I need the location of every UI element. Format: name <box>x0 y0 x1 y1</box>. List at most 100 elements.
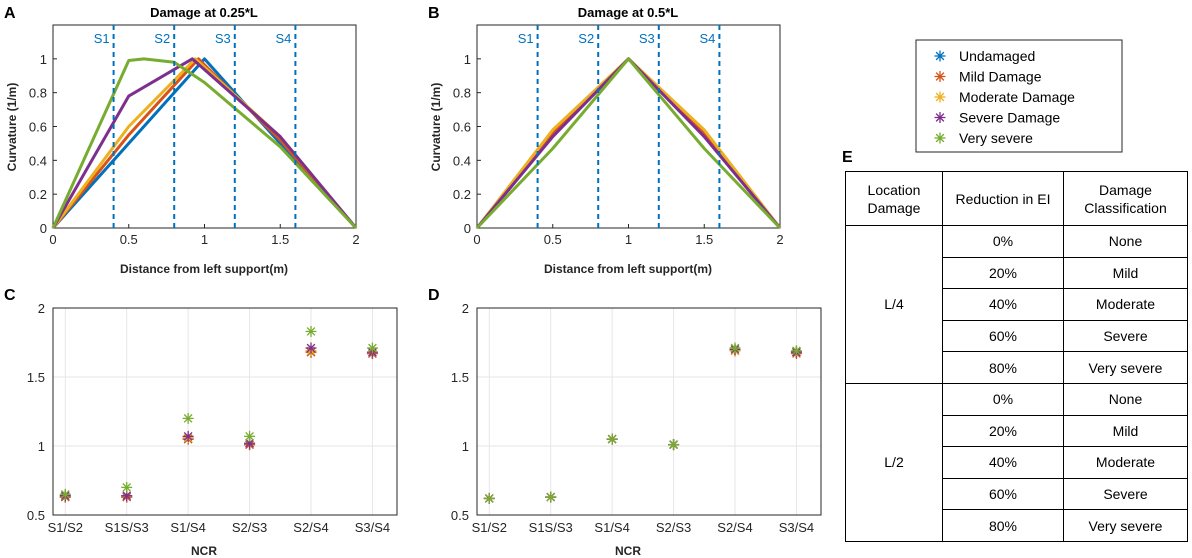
x-tick-label: S1/S2 <box>472 520 507 535</box>
data-point-very-severe <box>121 481 133 493</box>
panel-label-b: B <box>428 5 440 22</box>
data-point-very-severe <box>668 439 680 451</box>
table-row: 20% Mild <box>846 414 1188 448</box>
legend-marker-mild-damage <box>934 71 946 82</box>
table-row: L/2 0% None <box>845 382 1188 542</box>
classification-cell: Very severe <box>1063 351 1188 384</box>
plot-frame <box>476 307 822 516</box>
series-line-severe-damage <box>51 57 358 229</box>
x-tick-label: S2/S4 <box>293 520 328 535</box>
y-tick-label: 0.8 <box>29 86 47 101</box>
y-tick-label: 1 <box>464 52 471 67</box>
legend-label: Severe Damage <box>959 110 1060 126</box>
plot-frame <box>476 24 781 229</box>
x-tick-label: S1S/S3 <box>529 520 573 535</box>
y-tick-label: 2 <box>462 301 469 316</box>
data-point-very-severe <box>366 342 378 354</box>
panel-a-xlabel: Distance from left support(m) <box>120 262 288 276</box>
x-tick-label: S1S/S3 <box>105 520 149 535</box>
panel-c-xlabel: NCR <box>191 544 217 558</box>
header-reduction-ei: Reduction in EI <box>942 171 1064 226</box>
y-tick-label: 0.2 <box>453 187 471 202</box>
sensor-label-s3: S3 <box>215 31 231 46</box>
legend-box <box>915 39 1123 153</box>
panel-b-plot: 0 0.5 1 1.5 2 0 0.2 0.4 0.6 0.8 1 S1 S2 S3 S4 <box>453 24 784 247</box>
x-tick-label: 2 <box>352 232 359 247</box>
x-tick-label: S2/S3 <box>232 520 267 535</box>
x-tick-label: S3/S4 <box>779 520 814 535</box>
y-tick-label: 1 <box>38 439 45 454</box>
y-tick-label: 0.6 <box>29 120 47 135</box>
panel-c-plot: S1/S2 S1S/S3 S1/S4 S2/S3 S2/S4 S3/S4 0.5 1 1.5 2 <box>27 301 398 535</box>
y-tick-label: 0 <box>40 221 47 236</box>
series-line-very-severe <box>475 57 782 230</box>
legend-marker-undamaged <box>934 50 946 62</box>
classification-cell: None <box>1063 382 1188 416</box>
x-tick-label: 1.5 <box>271 232 289 247</box>
reduction-cell: 40% <box>942 288 1064 321</box>
y-tick-label: 0 <box>464 221 471 236</box>
legend-label: Mild Damage <box>959 69 1042 85</box>
sensor-label-s4: S4 <box>699 31 715 46</box>
data-point-very-severe <box>545 491 557 503</box>
table-row: 40% Moderate <box>846 288 1188 321</box>
y-tick-label: 1 <box>462 439 469 454</box>
sensor-label-s2: S2 <box>578 31 594 46</box>
legend-marker-very-severe <box>934 132 946 144</box>
sensor-label-s3: S3 <box>639 31 655 46</box>
reduction-cell: 60% <box>942 319 1064 353</box>
classification-cell: None <box>1063 225 1188 258</box>
panel-a-plot: 0 0.5 1 1.5 2 0 0.2 0.4 0.6 0.8 1 S1 S2 S3 S4 <box>29 24 360 247</box>
panel-label-e: E <box>842 149 853 166</box>
panel-b-ylabel: Curvature (1/m) <box>429 83 443 172</box>
classification-cell: Moderate <box>1063 288 1188 321</box>
table-row: 80% Very severe <box>846 509 1188 542</box>
legend-label: Undamaged <box>959 48 1035 64</box>
y-tick-label: 0.4 <box>29 153 47 168</box>
table-header-row: Location Damage Reduction in EI Damage C… <box>845 171 1188 226</box>
x-tick-label: S3/S4 <box>355 520 390 535</box>
table-row: 60% Severe <box>846 319 1188 353</box>
plot-frame <box>52 307 398 516</box>
x-tick-label: 1 <box>201 232 208 247</box>
reduction-cell: 80% <box>942 509 1064 542</box>
x-tick-label: 1 <box>625 232 632 247</box>
panel-a-ylabel: Curvature (1/m) <box>5 83 19 172</box>
header-damage-classification: Damage Classification <box>1063 171 1188 226</box>
data-point-very-severe <box>305 325 317 337</box>
legend: Undamaged Mild Damage Moderate Damage Sever… <box>934 48 1075 146</box>
classification-cell: Mild <box>1063 414 1188 448</box>
location-cell: L/2 <box>845 382 943 542</box>
classification-cell: Severe <box>1063 319 1188 353</box>
classification-cell: Very severe <box>1063 509 1188 542</box>
reduction-cell: 60% <box>942 477 1064 511</box>
data-point-very-severe <box>244 430 256 442</box>
data-point-very-severe <box>606 433 618 445</box>
plot-border <box>476 307 822 516</box>
panel-b-title: Damage at 0.5*L <box>578 5 678 20</box>
reduction-cell: 40% <box>942 446 1064 479</box>
y-tick-label: 0.5 <box>451 508 469 523</box>
classification-cell: Moderate <box>1063 446 1188 479</box>
panel-d-xlabel: NCR <box>615 544 641 558</box>
data-point-very-severe <box>729 342 741 354</box>
data-point-severe-damage <box>244 437 256 449</box>
y-tick-label: 0.2 <box>29 187 47 202</box>
panel-label-d: D <box>428 287 440 304</box>
y-tick-label: 1.5 <box>451 370 469 385</box>
x-tick-label: 0.5 <box>544 232 562 247</box>
legend-marker-moderate-damage <box>934 91 946 103</box>
data-point-very-severe <box>483 492 495 504</box>
data-point-severe-damage <box>182 430 194 442</box>
y-tick-label: 0.4 <box>453 153 471 168</box>
y-tick-label: 2 <box>38 301 45 316</box>
table-row: 40% Moderate <box>846 446 1188 479</box>
sensor-label-s2: S2 <box>154 31 170 46</box>
reduction-cell: 20% <box>942 256 1064 290</box>
x-tick-label: S2/S3 <box>656 520 691 535</box>
header-location-damage: Location Damage <box>845 171 943 226</box>
data-point-severe-damage <box>305 342 317 354</box>
y-tick-label: 0.8 <box>453 86 471 101</box>
plot-border <box>52 307 398 516</box>
x-tick-label: S2/S4 <box>717 520 752 535</box>
